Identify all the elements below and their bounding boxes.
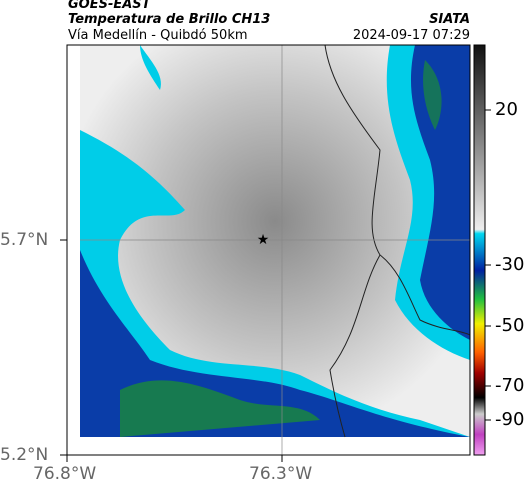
- lon-tick: 76.3°W: [249, 464, 313, 484]
- source: SIATA: [429, 12, 470, 27]
- frame: [66, 44, 471, 456]
- lat-tick: 5.7°N: [0, 230, 49, 250]
- colorbar-label: -50: [495, 315, 525, 336]
- lat-tick: 5.2°N: [0, 445, 49, 465]
- satellite: GOES-EAST: [68, 0, 151, 12]
- colorbar-label: 20: [495, 99, 518, 120]
- lon-tick: 76.8°W: [33, 464, 97, 484]
- colorbar: [473, 44, 486, 456]
- region: Vía Medellín - Quibdó 50km: [68, 28, 248, 43]
- colorbar-label: -90: [495, 409, 525, 430]
- colorbar-label: -30: [495, 254, 525, 275]
- city-marker: ★: [257, 232, 270, 248]
- cloud-tops: [80, 45, 470, 437]
- colorbar-label: -70: [495, 375, 525, 396]
- datetime: 2024-09-17 07:29: [352, 28, 470, 43]
- borders: [324, 44, 471, 438]
- product: Temperatura de Brillo CH13: [68, 12, 271, 27]
